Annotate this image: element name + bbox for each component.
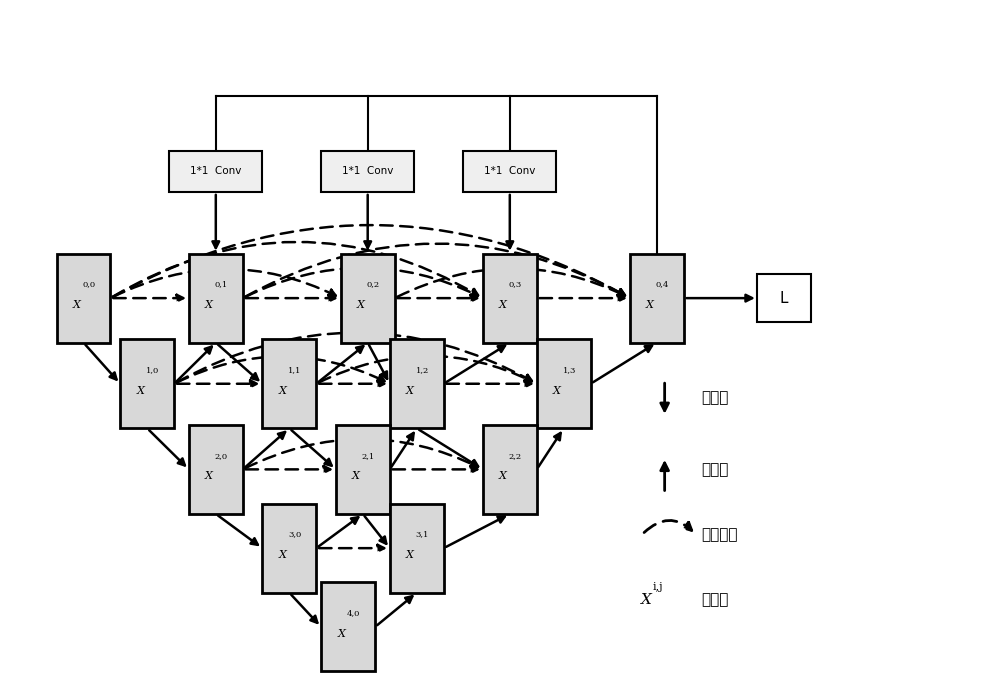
Text: 0,3: 0,3 <box>509 280 522 289</box>
Text: 2,0: 2,0 <box>215 452 228 460</box>
Text: 下采样: 下采样 <box>701 390 728 405</box>
Text: 3,0: 3,0 <box>288 531 302 538</box>
Text: X: X <box>205 471 213 481</box>
FancyBboxPatch shape <box>169 151 262 192</box>
Text: 2,2: 2,2 <box>509 452 522 460</box>
FancyBboxPatch shape <box>189 254 243 343</box>
Text: 1*1  Conv: 1*1 Conv <box>342 166 393 176</box>
Text: 0,2: 0,2 <box>367 280 380 289</box>
Text: 上采样: 上采样 <box>701 462 728 477</box>
FancyBboxPatch shape <box>189 425 243 514</box>
Text: 卷积块: 卷积块 <box>701 592 728 607</box>
FancyBboxPatch shape <box>537 339 591 428</box>
FancyBboxPatch shape <box>483 425 537 514</box>
Text: X: X <box>205 300 213 310</box>
Text: X: X <box>406 550 414 560</box>
Text: X: X <box>136 386 144 396</box>
Text: X: X <box>357 300 365 310</box>
FancyBboxPatch shape <box>321 582 375 672</box>
Text: 1*1  Conv: 1*1 Conv <box>484 166 535 176</box>
Text: 1,1: 1,1 <box>288 366 302 374</box>
Text: i,j: i,j <box>653 582 664 592</box>
Text: 跳跃连接: 跳跃连接 <box>701 527 737 542</box>
FancyBboxPatch shape <box>757 274 811 322</box>
FancyBboxPatch shape <box>57 254 110 343</box>
Text: X: X <box>553 386 561 396</box>
FancyBboxPatch shape <box>262 503 316 593</box>
FancyBboxPatch shape <box>120 339 174 428</box>
FancyBboxPatch shape <box>390 503 444 593</box>
Text: 0,4: 0,4 <box>656 280 669 289</box>
Text: X: X <box>278 550 286 560</box>
Text: 1,0: 1,0 <box>146 366 159 374</box>
FancyBboxPatch shape <box>341 254 395 343</box>
Text: X: X <box>406 386 414 396</box>
Text: 1,2: 1,2 <box>416 366 429 374</box>
FancyBboxPatch shape <box>262 339 316 428</box>
Text: 0,1: 0,1 <box>215 280 228 289</box>
FancyBboxPatch shape <box>463 151 556 192</box>
Text: X: X <box>278 386 286 396</box>
Text: 4,0: 4,0 <box>347 610 360 617</box>
Text: L: L <box>780 291 788 305</box>
FancyBboxPatch shape <box>390 339 444 428</box>
Text: X: X <box>499 300 507 310</box>
Text: 2,1: 2,1 <box>362 452 375 460</box>
Text: X: X <box>499 471 507 481</box>
FancyBboxPatch shape <box>630 254 684 343</box>
FancyBboxPatch shape <box>336 425 390 514</box>
Text: 0,0: 0,0 <box>83 280 96 289</box>
FancyBboxPatch shape <box>321 151 414 192</box>
Text: 1*1  Conv: 1*1 Conv <box>190 166 241 176</box>
Text: X: X <box>337 629 345 639</box>
Text: 3,1: 3,1 <box>416 531 429 538</box>
Text: X: X <box>73 300 81 310</box>
Text: X: X <box>352 471 360 481</box>
Text: 1,3: 1,3 <box>563 366 576 374</box>
FancyBboxPatch shape <box>483 254 537 343</box>
Text: X: X <box>641 593 652 607</box>
Text: X: X <box>646 300 654 310</box>
